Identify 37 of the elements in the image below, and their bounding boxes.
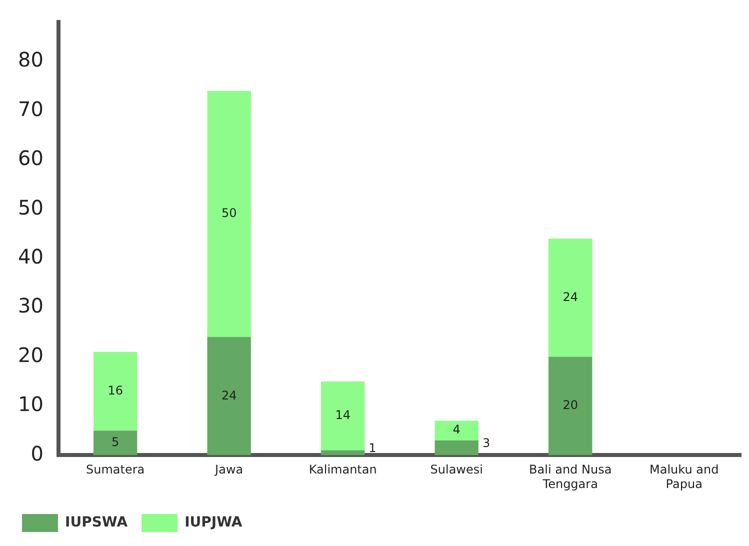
bar xyxy=(207,337,251,456)
y-tick-label: 40 xyxy=(18,244,44,268)
x-tick-label: Jawa xyxy=(214,462,244,477)
legend-label: IUPSWA xyxy=(65,514,128,531)
x-tick-label: Maluku and Papua xyxy=(650,462,719,491)
y-tick-label: 80 xyxy=(18,48,44,72)
bar xyxy=(548,356,592,456)
y-tick-label: 30 xyxy=(18,294,44,318)
data-label: 16 xyxy=(108,383,123,398)
data-label: 1 xyxy=(368,440,376,455)
x-tick-label: Sulawesi xyxy=(430,462,483,477)
y-tick-label: 50 xyxy=(18,195,44,220)
y-tick-label: 70 xyxy=(18,96,44,121)
data-label: 24 xyxy=(221,388,237,402)
x-tick-label: Bali and Nusa Tenggara xyxy=(529,462,612,491)
bar xyxy=(434,420,478,440)
y-tick-label: 60 xyxy=(18,146,44,170)
bar xyxy=(207,90,251,338)
bar xyxy=(93,430,138,456)
data-label: 20 xyxy=(562,398,578,412)
bar xyxy=(548,238,592,357)
data-label: 24 xyxy=(562,290,578,304)
bar xyxy=(321,450,365,456)
y-tick-label: 20 xyxy=(18,342,44,367)
y-tick-label: 0 xyxy=(30,441,44,466)
data-label: 50 xyxy=(221,206,237,220)
bar xyxy=(93,352,138,431)
data-label: 5 xyxy=(112,435,120,450)
bar xyxy=(321,381,365,450)
bar xyxy=(434,440,478,456)
x-tick-label: Kalimantan xyxy=(308,462,377,477)
x-tick-label: Sumatera xyxy=(86,462,145,477)
data-label: 3 xyxy=(482,436,490,450)
data-label: 14 xyxy=(335,408,350,422)
data-label: 4 xyxy=(452,422,460,437)
legend-label: IUPJWA xyxy=(184,514,242,531)
y-tick-label: 10 xyxy=(18,392,44,416)
